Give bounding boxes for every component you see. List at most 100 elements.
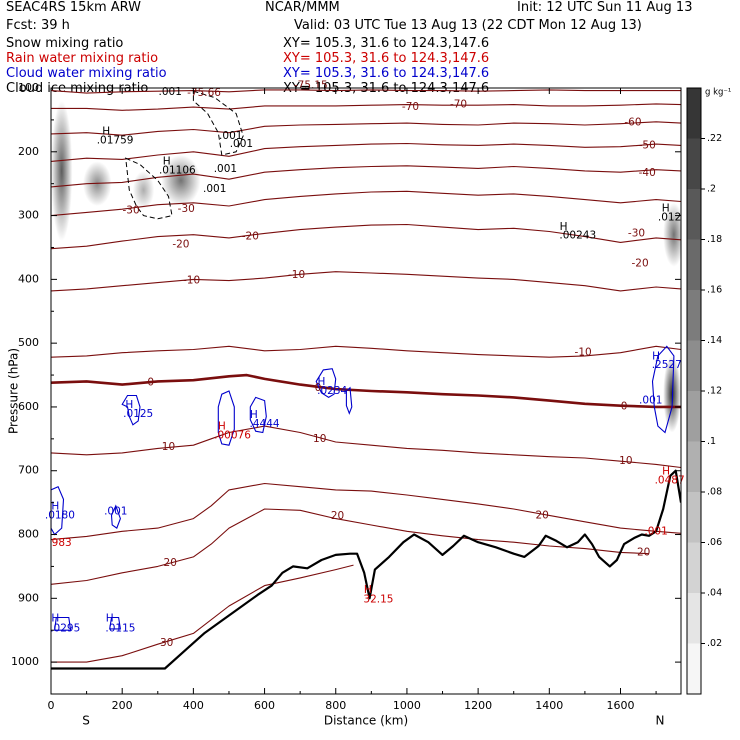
colorbar-swatch (687, 643, 701, 694)
plot-frame (50, 87, 682, 695)
x-tick-label: 0 (48, 699, 55, 712)
snow-shading-blob (132, 170, 155, 210)
contour-label: -10 (575, 347, 592, 359)
contour-label: .00243 (559, 229, 596, 241)
y-axis-label: Pressure (hPa) (7, 348, 21, 434)
header-org: NCAR/MMM (265, 0, 340, 15)
contour-label: H (364, 584, 372, 596)
x-tick-label: 800 (325, 699, 346, 712)
contour-label: H (51, 613, 59, 625)
y-tick-label: 900 (18, 591, 39, 604)
cloud-water-contour (217, 390, 235, 446)
cloud-water-contour (345, 386, 353, 415)
contour-label: -30 (123, 204, 140, 216)
colorbar-unit: g kg⁻¹ (705, 88, 731, 98)
colorbar-swatch (687, 138, 701, 189)
x-tick-label: 600 (254, 699, 275, 712)
contour-label: -30 (628, 227, 645, 239)
colorbar-label: .2 (707, 184, 716, 195)
field-name-cloud-water: Cloud water mixing ratio (6, 66, 167, 81)
terrain-line (51, 469, 681, 670)
x-tick-label: 1400 (535, 699, 563, 712)
x-tick-label: 1600 (606, 699, 634, 712)
contour-label: .01106 (159, 164, 196, 176)
contour-label: 32.15 (363, 594, 393, 606)
field-name-rain: Rain water mixing ratio (6, 51, 159, 66)
y-tick-label: 400 (18, 272, 39, 285)
isotherm-line (51, 271, 681, 292)
contour-label: 0 (147, 377, 154, 389)
cloud-ice-contour (125, 157, 173, 220)
contour-label: 983 (52, 537, 72, 549)
header-valid: Valid: 03 UTC Tue 13 Aug 13 (22 CDT Mon … (294, 18, 642, 33)
cloud-ice-label: .001 (230, 138, 253, 150)
north-marker: N (656, 714, 665, 728)
colorbar: .02 .04 .06 .08 .1 .12 .14 .16 .18 .2 .22 g kg⁻¹ (686, 87, 731, 695)
colorbar-swatch (687, 189, 701, 240)
x-tick-label: 400 (183, 699, 204, 712)
colorbar-label: .1 (707, 436, 716, 447)
contour-label: -20 (631, 257, 648, 269)
contour-label: .001 (214, 163, 237, 175)
snow-shading-blob (663, 202, 681, 267)
contour-label: H (125, 399, 133, 411)
contour-label: -20 (242, 231, 259, 243)
cloud-water-contour (121, 394, 141, 426)
contour-label: .001 (104, 506, 127, 518)
cloud-water-contour (315, 368, 337, 399)
isotherm-line (51, 165, 681, 188)
isotherm-line (51, 508, 650, 585)
colorbar-swatch (687, 88, 701, 139)
colorbar-label: .12 (707, 386, 722, 397)
contour-label: 0 (621, 400, 628, 412)
isotherm-line (51, 121, 681, 136)
colorbar-swatch (687, 290, 701, 341)
contour-label: .2527 (652, 359, 682, 371)
field-xy-snow: XY= 105.3, 31.6 to 124.3,147.6 (283, 36, 490, 51)
contour-label: H (652, 351, 660, 363)
south-marker: S (82, 714, 90, 728)
y-tick-label: 800 (18, 528, 39, 541)
y-tick-label: 700 (18, 464, 39, 477)
contour-label: H (163, 155, 171, 167)
x-tick-label: 200 (112, 699, 133, 712)
contour-label: .0125 (123, 408, 153, 420)
contour-label: .01759 (97, 134, 134, 146)
contour-label: -20 (172, 238, 189, 250)
contour-label: 20 (164, 557, 177, 569)
contour-label: .0234 (317, 385, 347, 397)
contour-label: 20 (535, 509, 548, 521)
cloud-water-contour (51, 485, 65, 536)
colorbar-swatch (687, 593, 701, 644)
contour-label: 30 (160, 637, 173, 649)
colorbar-swatch (687, 542, 701, 593)
y-tick-label: 1000 (11, 655, 39, 668)
colorbar-label: .22 (707, 133, 722, 144)
colorbar-swatch (687, 340, 701, 391)
field-name-snow: Snow mixing ratio (6, 36, 124, 51)
contour-label: H (662, 203, 670, 215)
isotherm-line (51, 89, 681, 94)
cloud-water-contour (110, 504, 121, 529)
isotherm-line (51, 345, 681, 358)
colorbar-label: .16 (707, 285, 722, 296)
colorbar-swatch (687, 441, 701, 492)
contour-label: 10 (162, 441, 175, 453)
cloud-ice-contour (192, 90, 244, 156)
contour-label: -40 (639, 167, 656, 179)
field-xy-cloud-water: XY= 105.3, 31.6 to 124.3,147.6 (283, 66, 490, 81)
contour-label: -10 (288, 269, 305, 281)
contour-label: H (106, 613, 114, 625)
contour-label: -75.15 (294, 79, 328, 91)
field-xy-rain: XY= 105.3, 31.6 to 124.3,147.6 (283, 51, 490, 66)
contour-label: .0295 (50, 622, 80, 634)
colorbar-swatch (687, 492, 701, 543)
contour-label: H (250, 409, 258, 421)
contour-label: -10 (183, 275, 200, 287)
contour-label: -60 (624, 116, 641, 128)
cloud-water-contour (53, 616, 72, 631)
x-tick-label: 1200 (464, 699, 492, 712)
y-tick-label: 500 (18, 336, 39, 349)
isotherm-line (51, 190, 681, 217)
